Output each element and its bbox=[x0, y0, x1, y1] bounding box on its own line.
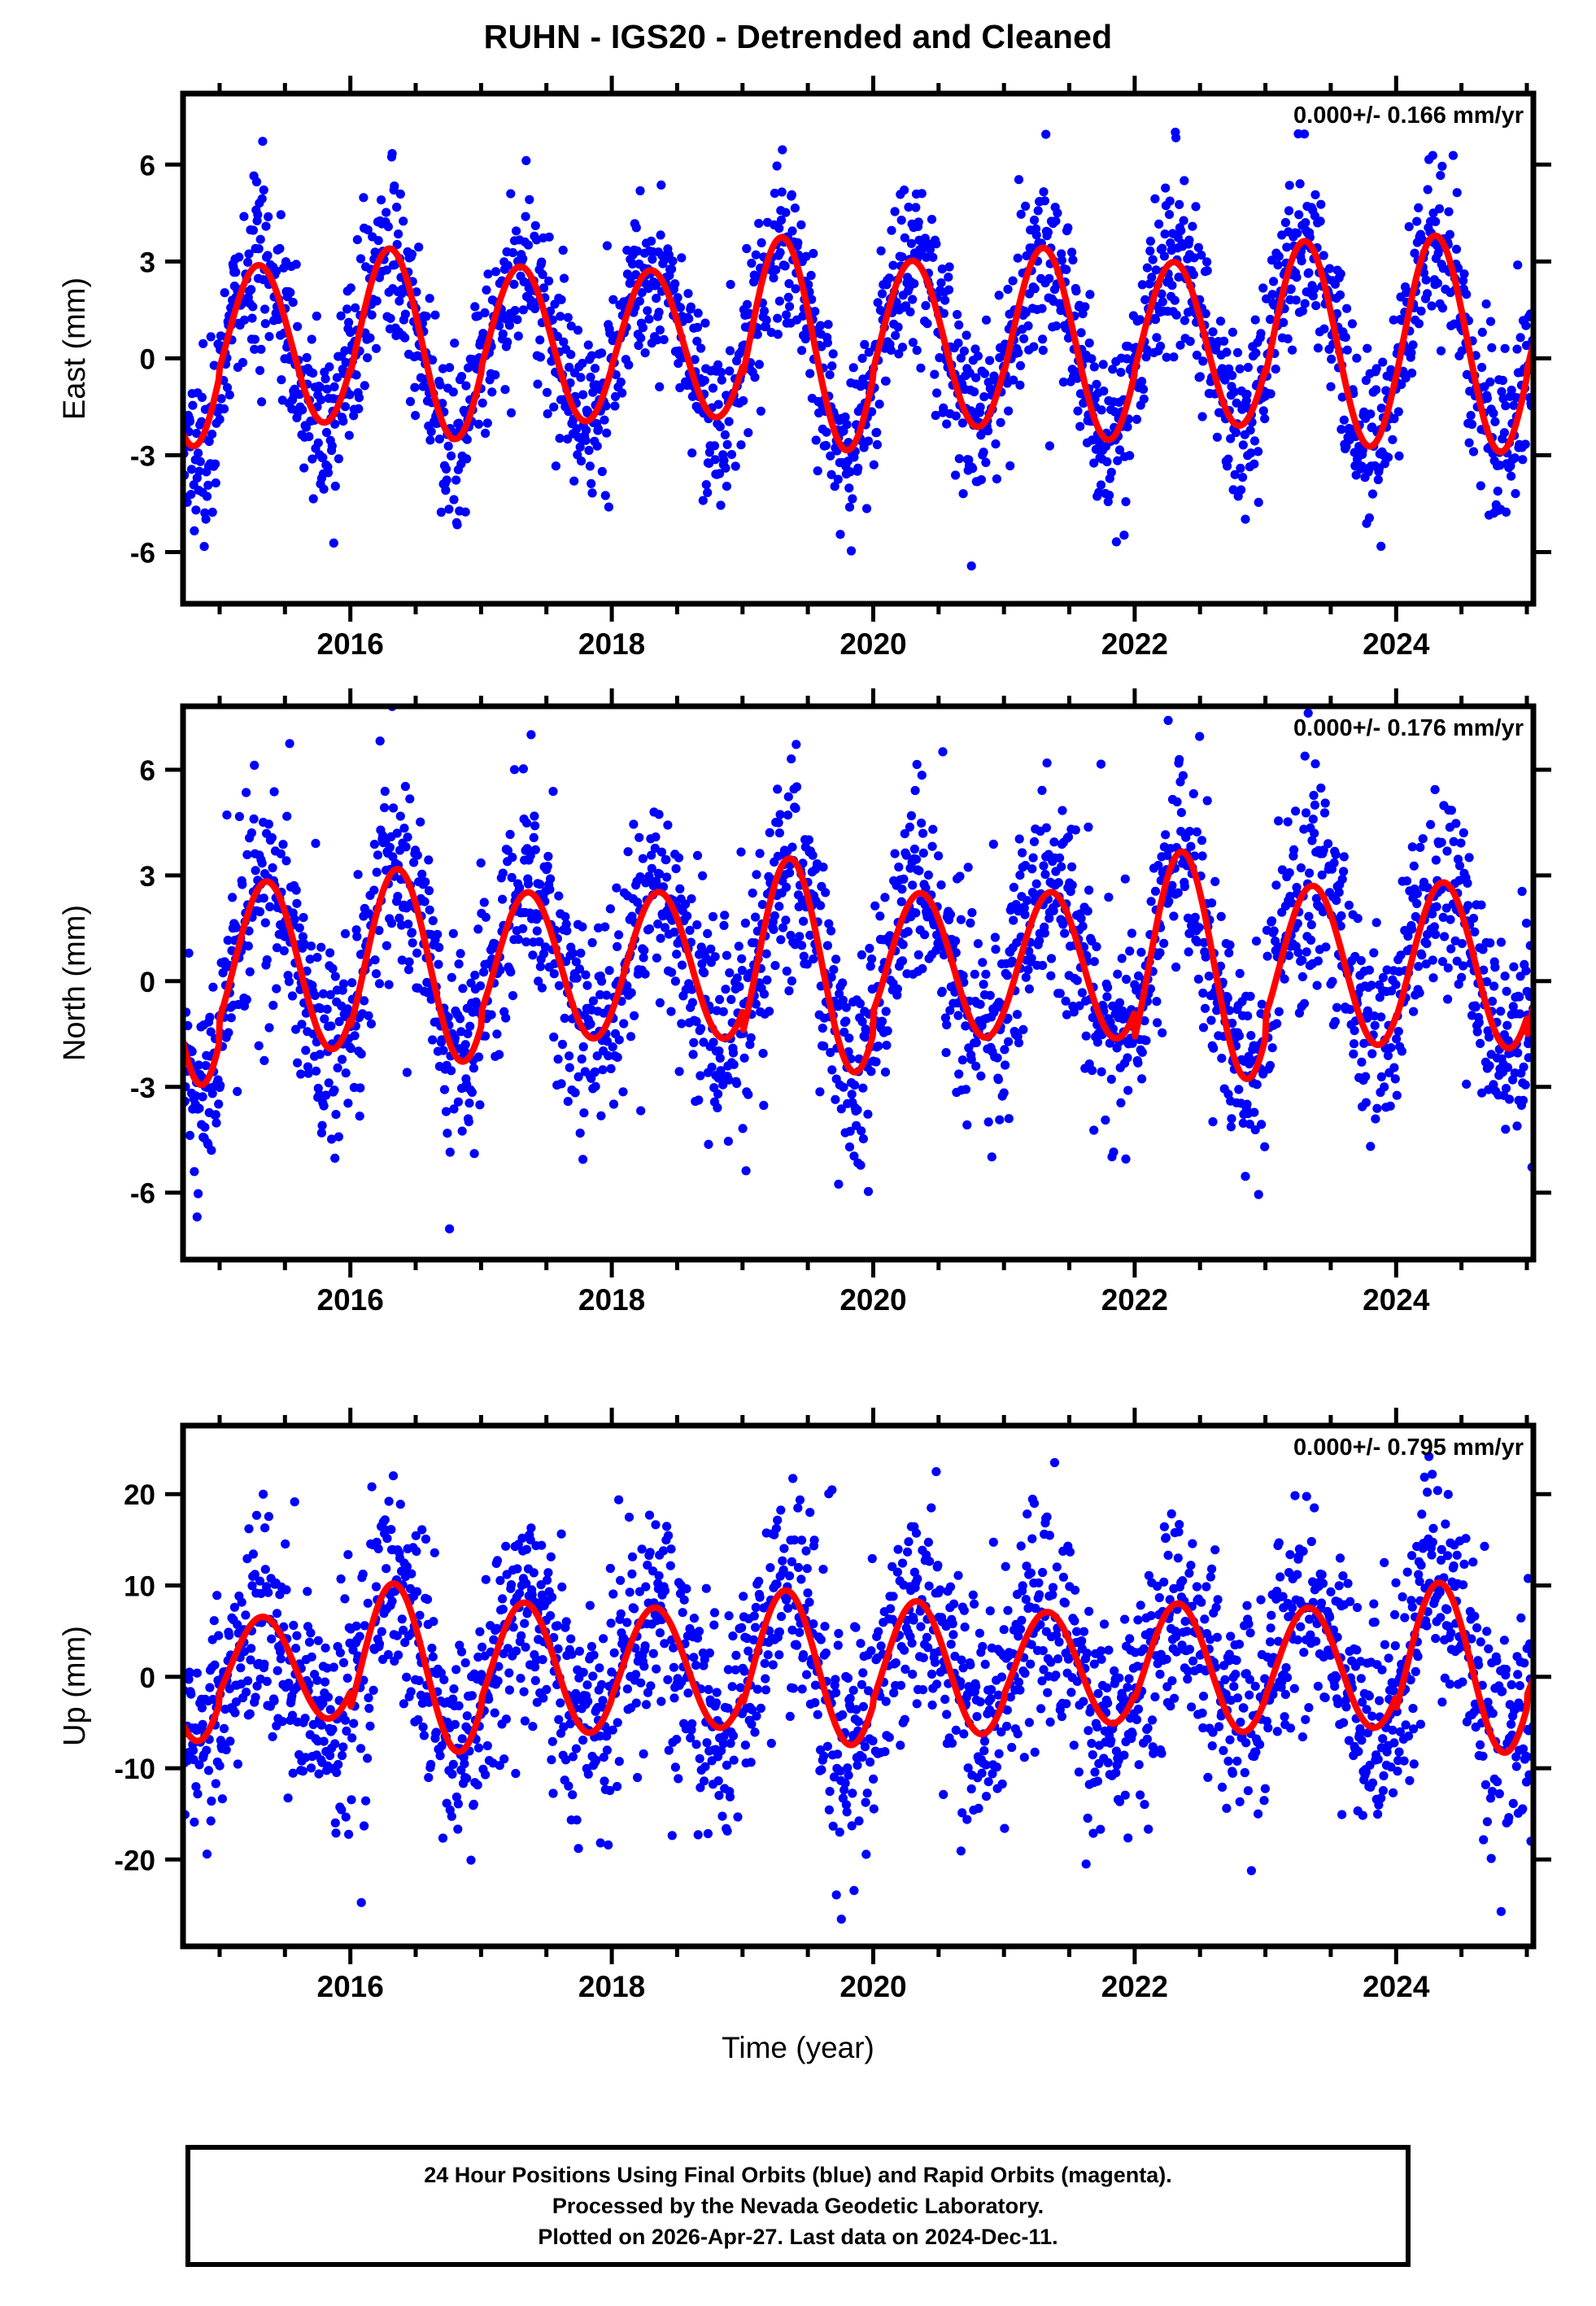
y-tick-label: -6 bbox=[130, 1178, 155, 1210]
scatter-points bbox=[185, 1452, 1531, 1924]
x-tick-label: 2018 bbox=[578, 1970, 645, 2003]
x-tick-label: 2018 bbox=[578, 627, 645, 661]
plot-frame bbox=[180, 1422, 1537, 1950]
x-tick-label: 2018 bbox=[578, 1283, 645, 1317]
y-tick-label: 3 bbox=[140, 861, 155, 893]
x-tick-label: 2024 bbox=[1363, 1283, 1430, 1317]
y-tick-label: 0 bbox=[140, 967, 155, 998]
y-tick-marks bbox=[165, 162, 1551, 554]
y-tick-label: -10 bbox=[114, 1754, 155, 1785]
y-tick-label: -6 bbox=[130, 538, 155, 570]
x-tick-label: 2024 bbox=[1363, 1970, 1430, 2003]
x-tick-label: 2016 bbox=[317, 627, 384, 661]
y-axis-title-east: East (mm) bbox=[58, 277, 92, 420]
y-tick-label: -3 bbox=[130, 1072, 155, 1104]
x-tick-label: 2022 bbox=[1101, 1283, 1168, 1317]
y-tick-marks bbox=[165, 1491, 1551, 1862]
x-axis-title: Time (year) bbox=[722, 2031, 874, 2064]
x-tick-label: 2022 bbox=[1101, 627, 1168, 661]
data-layer-east bbox=[185, 127, 1531, 571]
y-tick-label: 0 bbox=[140, 1662, 155, 1694]
caption-box: 24 Hour Positions Using Final Orbits (bl… bbox=[185, 2145, 1411, 2267]
seasonal-fit-line bbox=[185, 232, 1531, 456]
x-tick-label: 2020 bbox=[839, 627, 906, 661]
caption-line-2: Processed by the Nevada Geodetic Laborat… bbox=[552, 2193, 1044, 2218]
caption-line-3: Plotted on 2026-Apr-27. Last data on 202… bbox=[538, 2225, 1058, 2250]
y-tick-label: -3 bbox=[130, 440, 155, 472]
y-tick-label: 0 bbox=[140, 343, 155, 375]
x-tick-marks bbox=[217, 1408, 1529, 1964]
y-tick-label: 20 bbox=[124, 1479, 155, 1511]
y-axis-title-up: Up (mm) bbox=[58, 1626, 92, 1746]
rate-annotation-east: 0.000+/- 0.166 mm/yr bbox=[1293, 103, 1524, 129]
rate-annotation-north: 0.000+/- 0.176 mm/yr bbox=[1293, 715, 1524, 741]
x-tick-label: 2016 bbox=[317, 1970, 384, 2003]
y-tick-marks bbox=[165, 767, 1551, 1195]
y-tick-label: -20 bbox=[114, 1845, 155, 1876]
caption-line-1: 24 Hour Positions Using Final Orbits (bl… bbox=[424, 2162, 1172, 2187]
x-tick-label: 2016 bbox=[317, 1283, 384, 1317]
seasonal-fit-line bbox=[185, 848, 1531, 1089]
page-title: RUHN - IGS20 - Detrended and Cleaned bbox=[483, 18, 1113, 55]
scatter-points bbox=[185, 127, 1531, 571]
plot-frame bbox=[180, 90, 1537, 607]
y-tick-label: 10 bbox=[124, 1570, 155, 1602]
seasonal-fit-line bbox=[185, 1579, 1531, 1756]
x-tick-label: 2022 bbox=[1101, 1970, 1168, 2003]
scatter-points bbox=[185, 709, 1531, 1234]
y-tick-label: 6 bbox=[140, 150, 155, 181]
plot-frame bbox=[180, 703, 1537, 1263]
y-axis-title-north: North (mm) bbox=[58, 905, 92, 1061]
rate-annotation-up: 0.000+/- 0.795 mm/yr bbox=[1293, 1435, 1524, 1461]
x-tick-label: 2024 bbox=[1363, 627, 1430, 661]
y-tick-label: 6 bbox=[140, 755, 155, 787]
data-layer-north bbox=[185, 709, 1531, 1234]
x-tick-marks bbox=[217, 76, 1529, 622]
x-tick-label: 2020 bbox=[839, 1970, 906, 2003]
x-tick-marks bbox=[217, 688, 1529, 1277]
x-tick-label: 2020 bbox=[839, 1283, 906, 1317]
y-tick-label: 3 bbox=[140, 247, 155, 278]
data-layer-up bbox=[185, 1452, 1531, 1924]
